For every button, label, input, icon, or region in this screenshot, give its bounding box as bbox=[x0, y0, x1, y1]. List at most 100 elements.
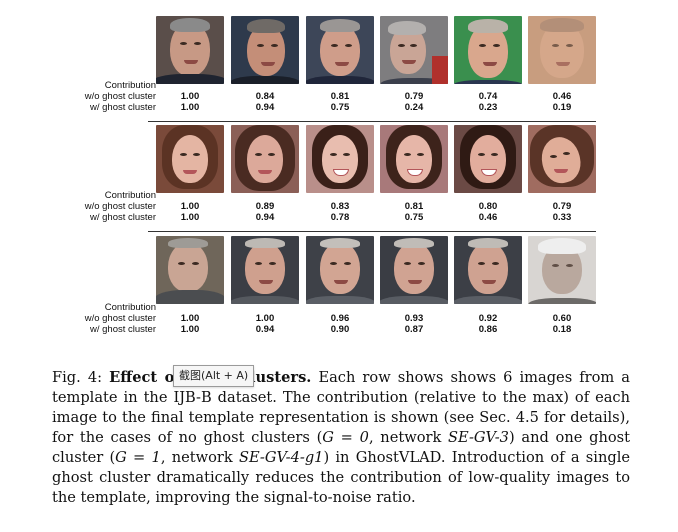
contribution-label: Contribution bbox=[104, 80, 156, 91]
value-without: 0.92 bbox=[478, 313, 498, 324]
network-name: SE-GV-3 bbox=[448, 429, 509, 446]
value-without: 0.89 bbox=[255, 201, 275, 212]
with-ghost-label: w/ ghost cluster bbox=[90, 102, 156, 113]
contribution-values: 0.79 0.33 bbox=[528, 201, 596, 223]
value-without: 0.80 bbox=[478, 201, 498, 212]
figure-4: Contribution w/o ghost cluster w/ ghost … bbox=[0, 14, 678, 348]
value-without: 0.60 bbox=[552, 313, 572, 324]
face-row-2: Contribution w/o ghost cluster w/ ghost … bbox=[0, 125, 678, 237]
contribution-values: 1.00 1.00 bbox=[156, 313, 224, 335]
value-with: 0.94 bbox=[255, 102, 275, 113]
contribution-values: 0.89 0.94 bbox=[231, 201, 299, 223]
value-with: 0.94 bbox=[255, 212, 275, 223]
value-without: 0.46 bbox=[552, 91, 572, 102]
value-with: 0.75 bbox=[330, 102, 350, 113]
with-ghost-label: w/ ghost cluster bbox=[90, 324, 156, 335]
value-with: 0.87 bbox=[404, 324, 424, 335]
figure-label: Fig. 4: bbox=[52, 369, 103, 386]
value-without: 0.81 bbox=[404, 201, 424, 212]
face-image bbox=[231, 125, 299, 193]
face-row-3: Contribution w/o ghost cluster w/ ghost … bbox=[0, 236, 678, 348]
contribution-values: 0.83 0.78 bbox=[306, 201, 374, 223]
caption-text: , network bbox=[368, 429, 449, 446]
face-image bbox=[380, 16, 448, 84]
value-without: 1.00 bbox=[255, 313, 275, 324]
face-image bbox=[156, 236, 224, 304]
value-with: 0.24 bbox=[404, 102, 424, 113]
contribution-values: 1.00 1.00 bbox=[156, 91, 224, 113]
value-without: 0.74 bbox=[478, 91, 498, 102]
face-image bbox=[306, 16, 374, 84]
face-image bbox=[528, 236, 596, 304]
face-image bbox=[306, 125, 374, 193]
face-image bbox=[454, 125, 522, 193]
equation: G = 1 bbox=[115, 449, 161, 466]
value-with: 0.94 bbox=[255, 324, 275, 335]
without-ghost-label: w/o ghost cluster bbox=[84, 201, 156, 212]
value-with: 0.33 bbox=[552, 212, 572, 223]
face-image bbox=[156, 16, 224, 84]
value-without: 1.00 bbox=[180, 91, 200, 102]
value-with: 0.90 bbox=[330, 324, 350, 335]
value-without: 0.81 bbox=[330, 91, 350, 102]
contribution-values: 0.74 0.23 bbox=[454, 91, 522, 113]
value-with: 1.00 bbox=[180, 324, 200, 335]
value-without: 1.00 bbox=[180, 201, 200, 212]
face-image bbox=[231, 16, 299, 84]
face-image bbox=[454, 236, 522, 304]
value-without: 0.93 bbox=[404, 313, 424, 324]
caption-text: , network bbox=[160, 449, 239, 466]
contribution-values: 0.92 0.86 bbox=[454, 313, 522, 335]
with-ghost-label: w/ ghost cluster bbox=[90, 212, 156, 223]
value-with: 1.00 bbox=[180, 212, 200, 223]
value-without: 0.79 bbox=[552, 201, 572, 212]
row-labels: Contribution w/o ghost cluster w/ ghost … bbox=[60, 190, 156, 223]
face-image bbox=[380, 125, 448, 193]
face-image bbox=[528, 16, 596, 84]
contribution-values: 0.60 0.18 bbox=[528, 313, 596, 335]
contribution-values: 0.81 0.75 bbox=[306, 91, 374, 113]
equation: G = 0 bbox=[322, 429, 369, 446]
value-without: 0.83 bbox=[330, 201, 350, 212]
contribution-values: 0.46 0.19 bbox=[528, 91, 596, 113]
contribution-label: Contribution bbox=[104, 190, 156, 201]
contribution-values: 0.79 0.24 bbox=[380, 91, 448, 113]
value-with: 0.19 bbox=[552, 102, 572, 113]
row-separator bbox=[148, 231, 596, 232]
value-without: 1.00 bbox=[180, 313, 200, 324]
contribution-values: 1.00 1.00 bbox=[156, 201, 224, 223]
row-labels: Contribution w/o ghost cluster w/ ghost … bbox=[60, 302, 156, 335]
without-ghost-label: w/o ghost cluster bbox=[84, 313, 156, 324]
caption-text: Each row shows shows 6 images from a tem… bbox=[52, 369, 630, 446]
value-with: 0.78 bbox=[330, 212, 350, 223]
face-row-1: Contribution w/o ghost cluster w/ ghost … bbox=[0, 14, 678, 126]
caption-text: ) and one ghost cluster ( bbox=[52, 429, 630, 466]
screenshot-tooltip: 截图(Alt + A) bbox=[173, 365, 255, 387]
without-ghost-label: w/o ghost cluster bbox=[84, 91, 156, 102]
figure-caption: Fig. 4: Effect of ghost clusters. Each r… bbox=[52, 368, 630, 508]
contribution-values: 0.96 0.90 bbox=[306, 313, 374, 335]
value-without: 0.79 bbox=[404, 91, 424, 102]
contribution-values: 0.81 0.75 bbox=[380, 201, 448, 223]
contribution-values: 0.93 0.87 bbox=[380, 313, 448, 335]
face-image bbox=[380, 236, 448, 304]
value-with: 0.23 bbox=[478, 102, 498, 113]
face-image bbox=[156, 125, 224, 193]
value-with: 0.86 bbox=[478, 324, 498, 335]
row-labels: Contribution w/o ghost cluster w/ ghost … bbox=[60, 80, 156, 113]
face-image bbox=[231, 236, 299, 304]
value-without: 0.84 bbox=[255, 91, 275, 102]
face-image bbox=[306, 236, 374, 304]
value-with: 1.00 bbox=[180, 102, 200, 113]
value-with: 0.18 bbox=[552, 324, 572, 335]
value-with: 0.75 bbox=[404, 212, 424, 223]
face-image bbox=[528, 125, 596, 193]
row-separator bbox=[148, 121, 596, 122]
value-without: 0.96 bbox=[330, 313, 350, 324]
caption-text: ) in GhostVLAD. Introduction of a single… bbox=[52, 449, 630, 506]
contribution-values: 0.84 0.94 bbox=[231, 91, 299, 113]
contribution-values: 0.80 0.46 bbox=[454, 201, 522, 223]
face-image bbox=[454, 16, 522, 84]
value-with: 0.46 bbox=[478, 212, 498, 223]
network-name: SE-GV-4-g1 bbox=[238, 449, 324, 466]
